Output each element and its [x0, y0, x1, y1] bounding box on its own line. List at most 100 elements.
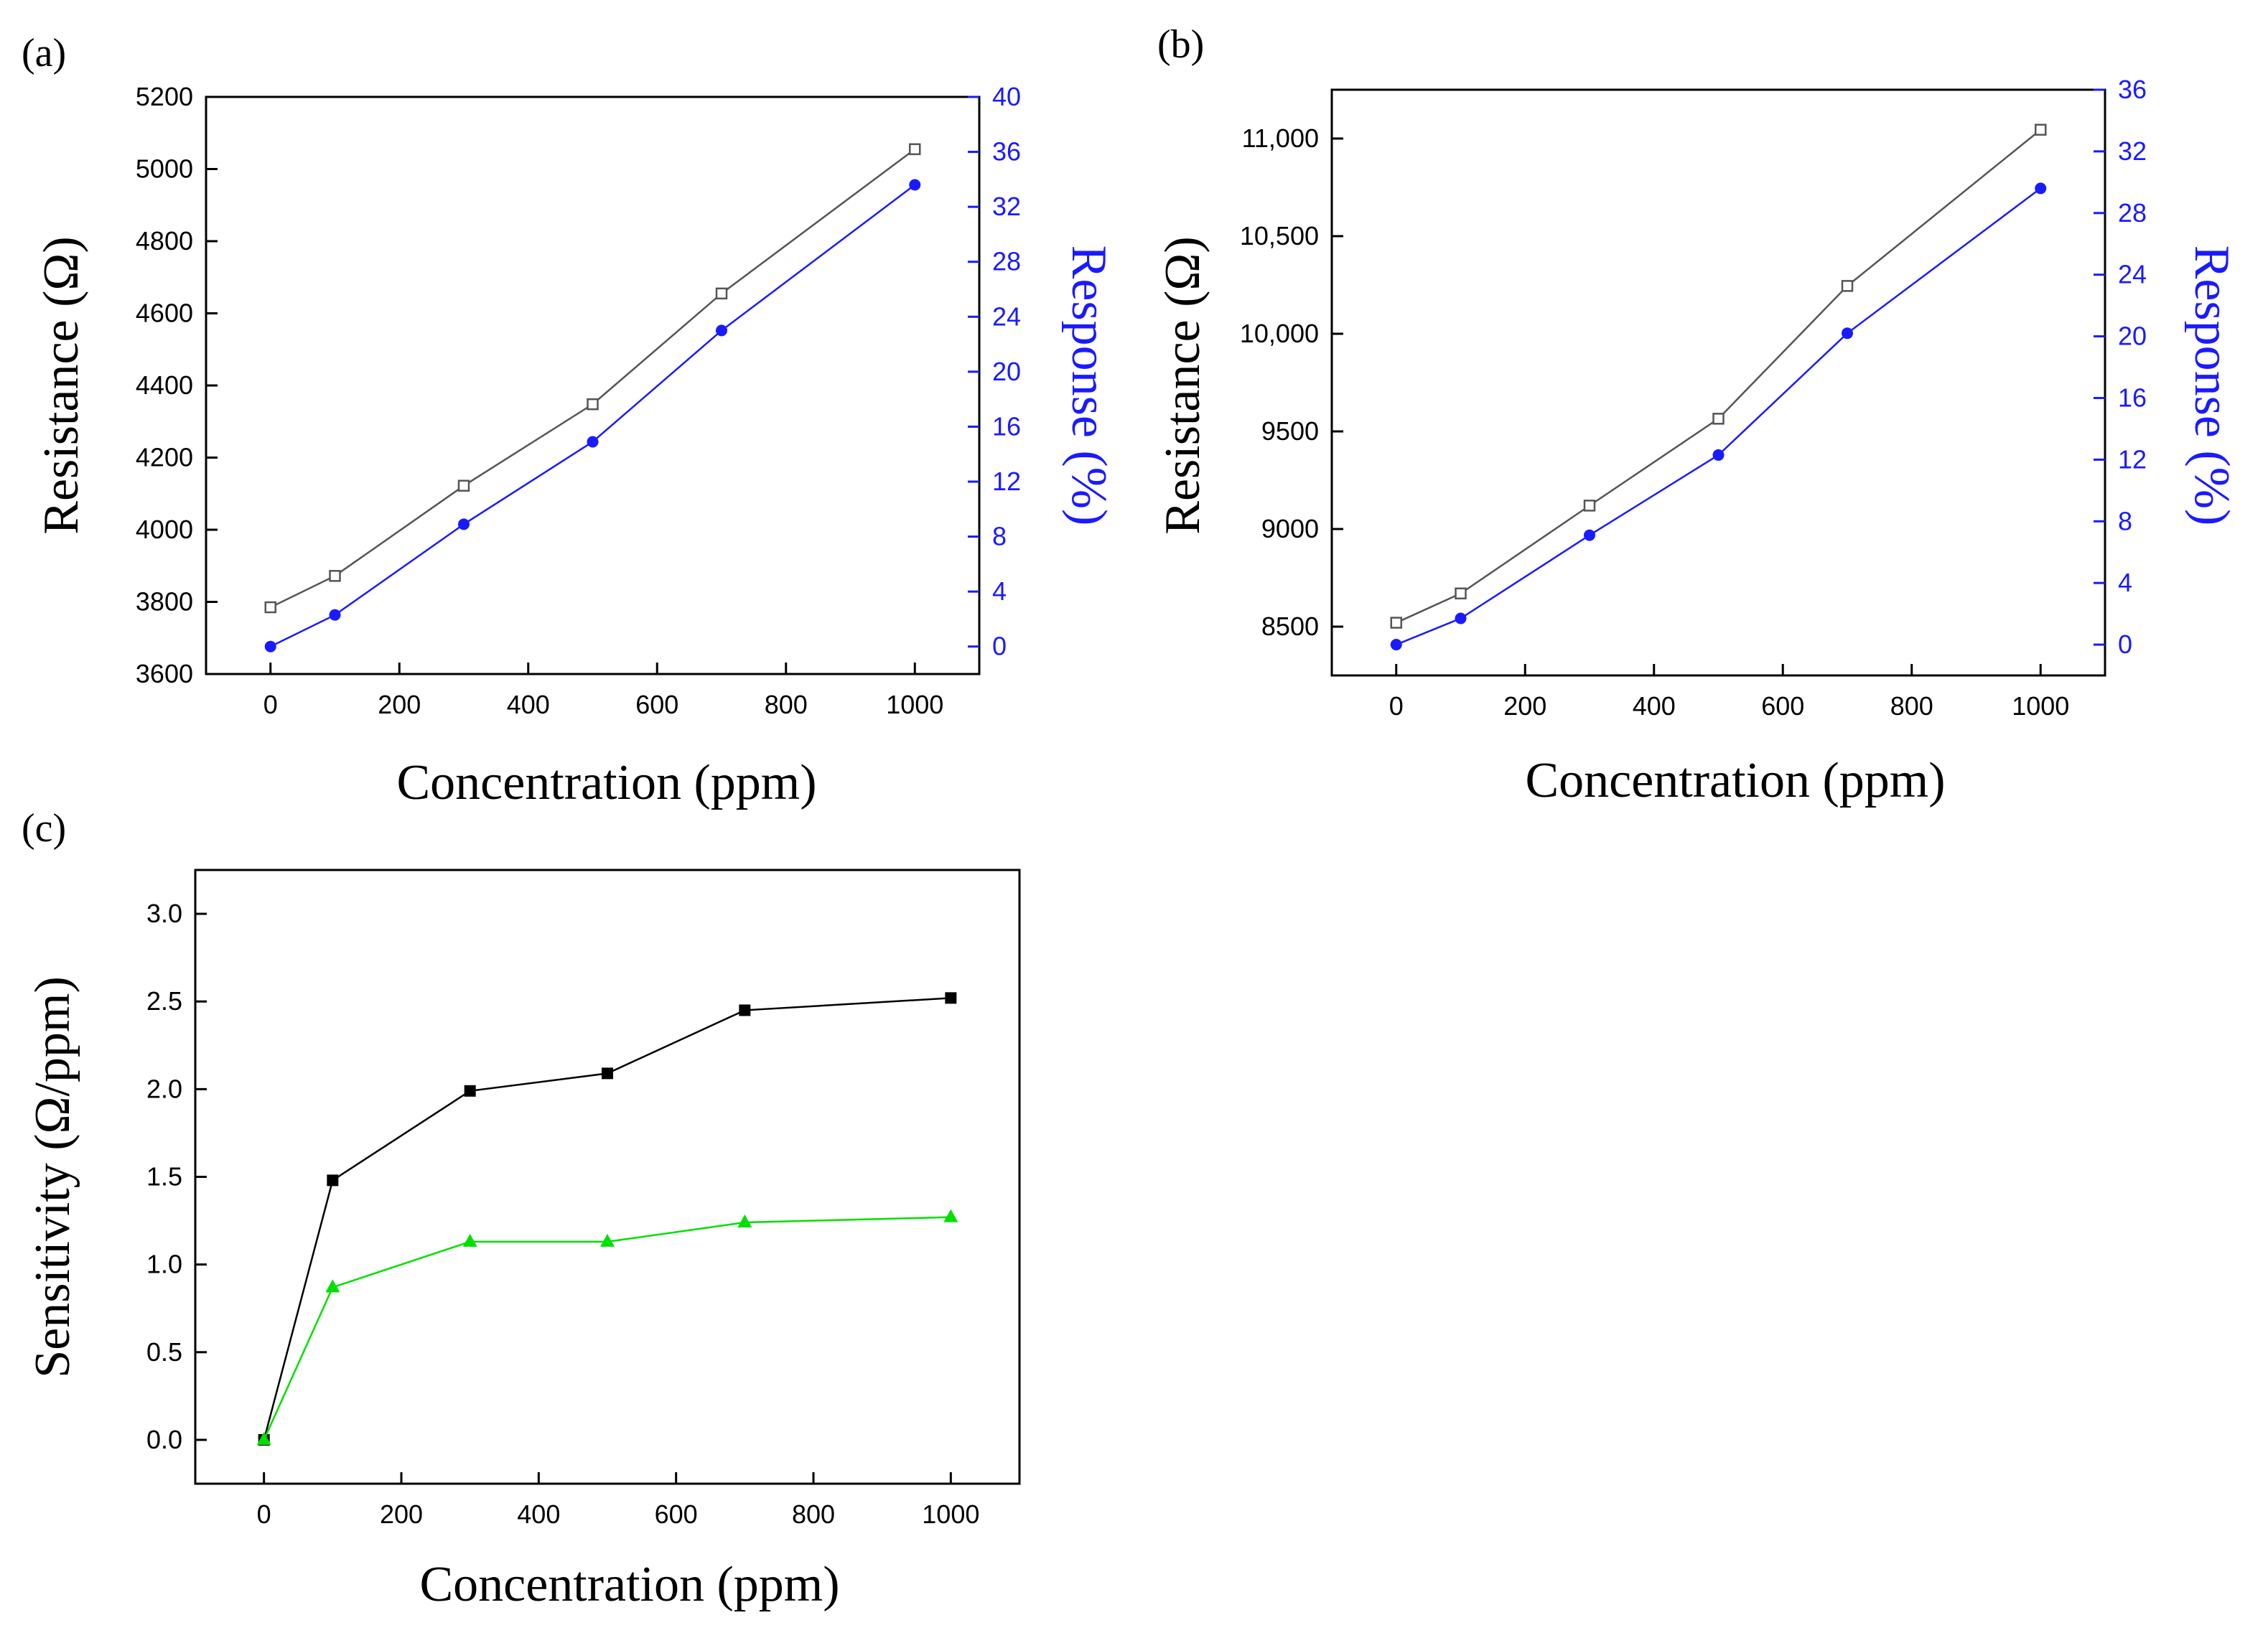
series-line	[263, 997, 951, 1441]
series-layer	[1390, 123, 2047, 651]
y-tick-label: 0.0	[146, 1425, 182, 1454]
y2-tick-label: 32	[992, 192, 1021, 221]
y2-tick-label: 8	[2118, 506, 2132, 535]
plot-frame	[1330, 88, 2106, 677]
y-tick-label: 8500	[1261, 612, 1319, 641]
data-point	[264, 601, 276, 614]
y-tick-label: 3800	[136, 587, 193, 617]
y-tick-label: 4600	[136, 299, 193, 328]
y2-tick-label: 8	[992, 522, 1007, 551]
y2-tick-label: 4	[2118, 568, 2132, 597]
y2-tick-label: 24	[992, 301, 1021, 331]
series-layer	[256, 992, 958, 1446]
data-point	[264, 640, 276, 652]
series-line	[270, 148, 915, 609]
x-tick-label: 600	[1761, 691, 1804, 721]
data-point	[458, 518, 470, 530]
x-tick-label: 400	[517, 1499, 560, 1529]
data-point	[1841, 280, 1854, 292]
chart-panel-c: (c) 0 200 400 600 800 1000 0.0 0.5 1.0 1.5 2.0 2.5…	[22, 806, 1021, 1612]
y2-tick-label: 40	[992, 82, 1021, 111]
x-axis-ticks: 0 200 400 600 800 1000	[263, 663, 943, 719]
data-point	[1712, 413, 1725, 425]
y-tick-label: 5000	[136, 154, 193, 184]
y2-tick-label: 12	[2118, 444, 2147, 474]
x-tick-label: 0	[1389, 691, 1404, 721]
y2-tick-label: 36	[992, 137, 1021, 167]
data-point	[602, 1067, 613, 1080]
y-tick-label: 4400	[136, 370, 193, 400]
data-point	[329, 570, 341, 582]
chart-panel-b: (b) 0 200 400 600 800 1000 85009000950010,000…	[1155, 22, 2239, 808]
data-point	[945, 992, 957, 1004]
data-point	[587, 436, 599, 448]
data-point	[457, 479, 470, 492]
y2-axis-title: Response (%)	[2184, 245, 2239, 526]
panel-label: (a)	[22, 31, 66, 75]
data-point	[256, 1431, 271, 1445]
y2-tick-label: 20	[992, 357, 1021, 386]
x-tick-label: 200	[378, 690, 421, 719]
panel-label: (b)	[1157, 22, 1204, 67]
x-axis-title: Concentration (ppm)	[1525, 753, 1945, 808]
y2-tick-label: 36	[2118, 75, 2147, 104]
x-tick-label: 200	[380, 1499, 423, 1529]
x-tick-label: 800	[792, 1499, 835, 1529]
y-tick-label: 10,000	[1240, 319, 1319, 348]
x-tick-label: 800	[765, 690, 808, 719]
data-point	[327, 1174, 339, 1187]
plot-frame	[194, 869, 1021, 1485]
data-point	[325, 1279, 340, 1293]
x-tick-label: 200	[1503, 691, 1546, 721]
data-point	[909, 143, 921, 156]
data-point	[1455, 612, 1467, 624]
data-point	[909, 179, 921, 191]
y-tick-label: 11,000	[1242, 123, 1319, 153]
x-tick-label: 600	[635, 690, 678, 719]
y2-tick-label: 32	[2118, 136, 2147, 166]
data-point	[1842, 327, 1853, 340]
x-axis-ticks: 0 200 400 600 800 1000	[1389, 664, 2069, 721]
y-axis-title: Sensitivity (Ω/ppm)	[25, 976, 80, 1378]
data-point	[587, 398, 599, 411]
y-tick-label: 4800	[136, 226, 193, 256]
x-tick-label: 400	[1633, 691, 1676, 721]
data-point	[1390, 617, 1402, 629]
x-axis-title: Concentration (ppm)	[419, 1557, 839, 1612]
y-tick-label: 4000	[136, 515, 193, 544]
y-axis-ticks: 3600 3800 4000 4200 4400 4600 4800 5000 5200	[136, 82, 218, 688]
y2-tick-label: 4	[992, 576, 1007, 606]
x-tick-label: 800	[1890, 691, 1933, 721]
y2-axis-ticks: 0 4 8 12 16 20 24 28 32 36 40	[968, 82, 1021, 661]
x-tick-label: 1000	[922, 1499, 979, 1529]
x-tick-label: 600	[655, 1499, 698, 1529]
data-point	[715, 287, 728, 300]
data-point	[737, 1215, 752, 1228]
y2-tick-label: 12	[992, 467, 1021, 496]
y-tick-label: 1.0	[146, 1250, 182, 1279]
y2-tick-label: 0	[2118, 630, 2132, 659]
x-tick-label: 1000	[886, 690, 943, 719]
y-tick-label: 10,500	[1240, 221, 1319, 251]
y-axis-ticks: 0.0 0.5 1.0 1.5 2.0 2.5 3.0	[146, 899, 207, 1454]
y2-axis-title: Response (%)	[1061, 245, 1116, 526]
y-tick-label: 9500	[1261, 416, 1319, 446]
series-layer	[264, 143, 921, 652]
x-tick-label: 400	[507, 690, 550, 719]
y-tick-label: 0.5	[146, 1337, 182, 1367]
y2-tick-label: 0	[992, 632, 1007, 661]
y-tick-label: 2.0	[146, 1074, 182, 1103]
data-point	[1712, 449, 1725, 461]
series-line	[1396, 128, 2042, 624]
x-tick-label: 0	[257, 1499, 271, 1529]
series-line	[1396, 187, 2041, 646]
data-point	[716, 324, 727, 337]
x-tick-label: 1000	[2012, 691, 2069, 721]
y-tick-label: 3600	[136, 659, 193, 688]
plot-frame	[205, 95, 981, 675]
x-axis-ticks: 0 200 400 600 800 1000	[257, 1472, 979, 1529]
data-point	[464, 1085, 476, 1097]
data-point	[943, 1209, 958, 1222]
y-axis-title: Resistance (Ω)	[1155, 236, 1210, 535]
